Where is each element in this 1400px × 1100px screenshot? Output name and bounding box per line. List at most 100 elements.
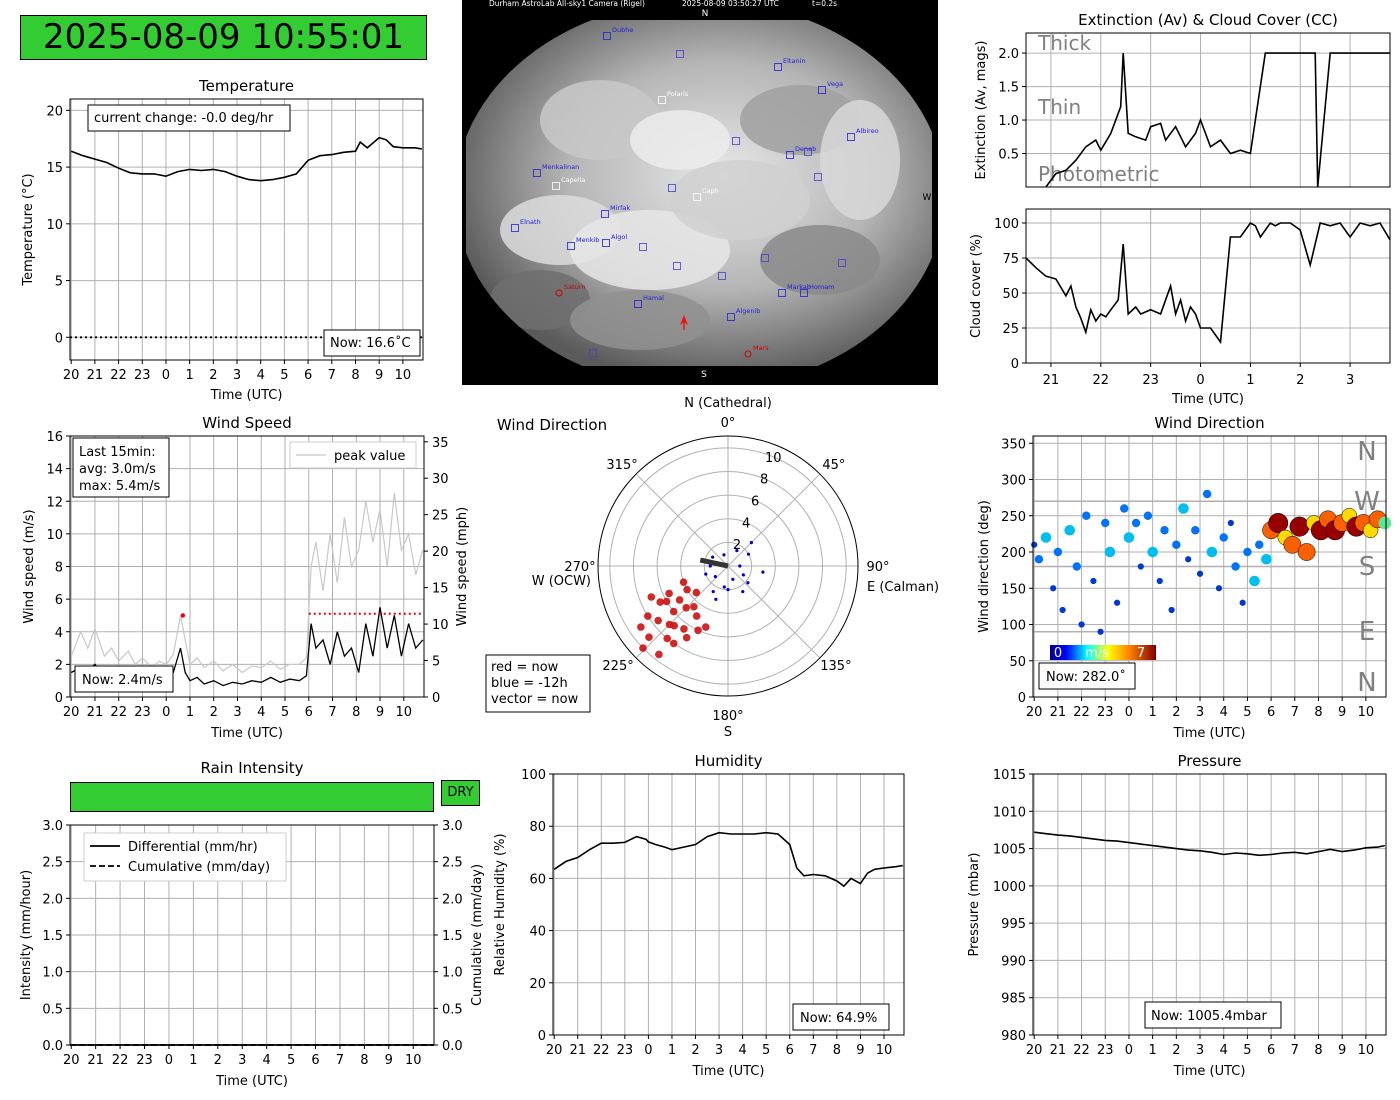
winddir-ytick-label: 100 <box>1001 619 1026 634</box>
sky-star-label: Markab <box>787 283 811 291</box>
windspeed-xlabel: Time (UTC) <box>210 726 283 741</box>
winddir-title: Wind Direction <box>1154 414 1264 432</box>
temperature-xtick-label: 2 <box>209 368 217 383</box>
pressure-xtick-label: 0 <box>1125 1043 1133 1058</box>
winddir-point <box>1097 628 1104 635</box>
winddir-point <box>1053 547 1063 557</box>
winddir-point <box>1101 518 1110 528</box>
sky-star-marker <box>732 137 740 145</box>
windspeed-y2tick-label: 15 <box>432 582 449 597</box>
windpolar-red-point <box>680 625 688 633</box>
winddir-compass-label: N <box>1357 668 1376 698</box>
windpolar-red-point <box>645 633 653 641</box>
winddir-ytick-label: 350 <box>1001 437 1026 452</box>
pressure-xtick-label: 5 <box>1243 1043 1251 1058</box>
sky-star-marker <box>786 151 794 159</box>
winddir-xlabel: Time (UTC) <box>1173 726 1246 741</box>
windspeed-xtick-label: 9 <box>376 705 384 720</box>
windpolar-vector <box>699 557 729 569</box>
windspeed-ylabel: Wind speed (m/s) <box>22 509 37 623</box>
pressure-xtick-label: 6 <box>1267 1043 1275 1058</box>
winddir-point <box>1131 518 1141 528</box>
temperature-now: Now: 16.6˚C <box>330 335 411 351</box>
winddir-point <box>1050 585 1057 592</box>
rain-y2tick-label: 0.5 <box>442 1002 463 1017</box>
winddir-point <box>1040 532 1052 543</box>
windspeed-ytick-label: 6 <box>55 593 63 608</box>
winddir-point <box>1196 570 1204 577</box>
humidity-xtick-label: 3 <box>715 1043 723 1058</box>
winddir-point <box>1261 553 1272 565</box>
windpolar-north-label: N (Cathedral) <box>684 396 772 411</box>
pressure-xtick-label: 21 <box>1050 1043 1067 1058</box>
windpolar-red-point <box>656 598 664 606</box>
cloud-xtick-label: 3 <box>1346 373 1354 388</box>
winddir-point <box>1160 526 1169 535</box>
humidity-xtick-label: 0 <box>644 1043 652 1058</box>
pressure-xtick-label: 23 <box>1097 1043 1114 1058</box>
winddir-point <box>1104 546 1116 558</box>
sky-star-marker <box>676 50 684 58</box>
temperature-xtick-label: 20 <box>63 368 80 383</box>
humidity-now-box <box>792 1003 890 1031</box>
winddir-xtick-label: 1 <box>1149 705 1157 720</box>
cloud-xtick-label: 1 <box>1246 373 1254 388</box>
winddir-point <box>1268 513 1289 533</box>
winddir-point <box>1185 556 1192 563</box>
windspeed-xtick-label: 20 <box>63 705 80 720</box>
winddir-point <box>1206 546 1218 558</box>
temperature-series-line <box>70 136 422 182</box>
humidity-now: Now: 64.9% <box>800 1011 877 1026</box>
sky-star-marker <box>567 242 575 250</box>
sky-star-label: Menkalinan <box>542 163 579 171</box>
windpolar-legend-line: red = now <box>491 660 559 675</box>
pressure-xtick-label: 10 <box>1358 1043 1375 1058</box>
windpolar-south-label: S <box>724 725 732 740</box>
windspeed-xtick-label: 0 <box>162 705 170 720</box>
sky-star-marker <box>847 133 855 141</box>
humidity-xlabel: Time (UTC) <box>692 1064 765 1079</box>
pressure-xtick-label: 22 <box>1073 1043 1090 1058</box>
sky-cloud <box>630 110 730 170</box>
winddir-xtick-label: 9 <box>1338 705 1346 720</box>
windspeed-y2tick-label: 20 <box>432 545 449 560</box>
windpolar-west-label: W (OCW) <box>532 574 591 589</box>
humidity-ytick-label: 20 <box>529 977 546 992</box>
sky-star-label: Menkib <box>576 236 599 244</box>
extinction-frame <box>1025 32 1391 188</box>
sky-star-marker <box>804 148 812 156</box>
windpolar-red-point <box>639 644 647 652</box>
extinction-series-line <box>1045 52 1390 187</box>
windpolar-spoke <box>635 565 729 659</box>
humidity-ylabel: Relative Humidity (%) <box>493 833 508 975</box>
sky-cloud <box>820 100 900 220</box>
rain-y2tick-label: 1.5 <box>442 929 463 944</box>
windpolar-blue-point <box>731 577 735 581</box>
extinction-ytick-label: 1.5 <box>998 81 1019 96</box>
sky-star-label: Algol <box>611 233 627 241</box>
wind-speed-chart: 20 21 22 23 0 1 2 3 4 5 6 7 8 9 1002468101214160510152… <box>22 414 470 741</box>
sky-star-marker <box>814 173 822 181</box>
windpolar-blue-point <box>714 597 718 601</box>
winddir-point <box>1172 540 1181 549</box>
windpolar-red-point <box>679 578 688 586</box>
windspeed-xtick-label: 2 <box>210 705 218 720</box>
pressure-xtick-label: 7 <box>1291 1043 1299 1058</box>
pressure-now: Now: 1005.4mbar <box>1151 1009 1267 1024</box>
temperature-ytick-label: 0 <box>55 331 63 346</box>
windspeed-xtick-label: 22 <box>110 705 127 720</box>
windpolar-red-point <box>682 633 691 642</box>
temperature-xtick-label: 5 <box>280 368 288 383</box>
temperature-xtick-label: 22 <box>110 368 127 383</box>
cloud-ylabel: Cloud cover (%) <box>969 234 984 338</box>
extinction-ytick-label: 1.0 <box>998 114 1019 129</box>
rain-y2tick-label: 3.0 <box>442 819 463 834</box>
windpolar-blue-point <box>708 564 712 568</box>
winddir-point <box>1202 489 1212 499</box>
humidity-chart: 20 21 22 23 0 1 2 3 4 5 6 7 8 9 10020406080100Humidity… <box>493 752 905 1079</box>
windpolar-radius-label: 10 <box>765 451 782 466</box>
sky-cloud <box>570 290 710 350</box>
temperature-ytick-label: 20 <box>46 104 63 119</box>
windpolar-blue-point <box>711 555 715 559</box>
windspeed-peak-marker <box>180 613 186 618</box>
